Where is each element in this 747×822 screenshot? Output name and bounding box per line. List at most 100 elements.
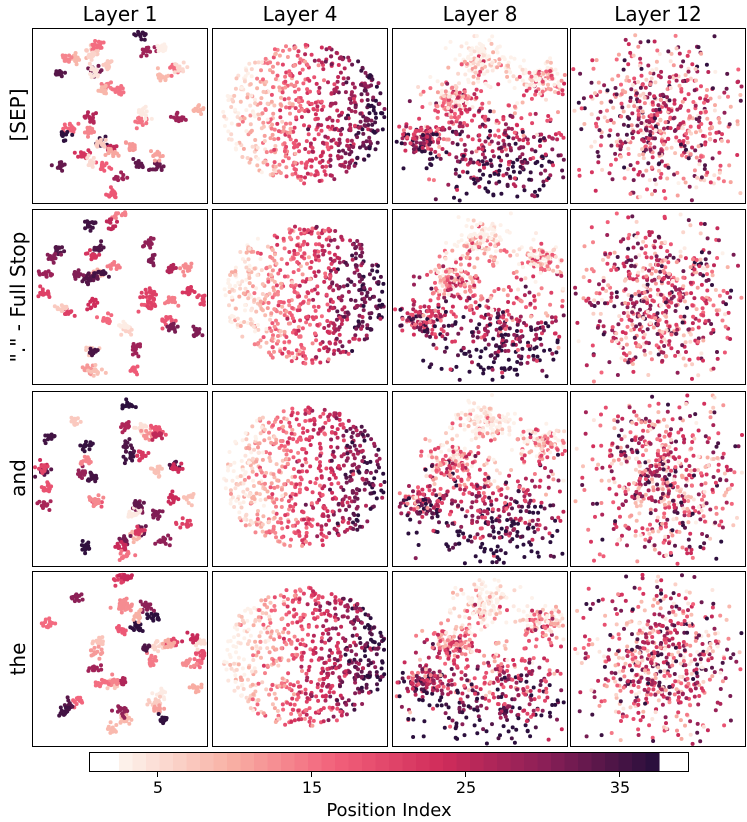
scatter-point — [681, 120, 686, 125]
scatter-point — [307, 78, 312, 83]
scatter-point — [276, 129, 281, 134]
scatter-point — [478, 49, 483, 54]
scatter-point — [664, 319, 669, 324]
scatter-point — [625, 167, 630, 172]
scatter-point — [629, 123, 634, 128]
scatter-point — [114, 144, 119, 149]
scatter-point — [191, 324, 196, 329]
scatter-point — [471, 81, 476, 86]
scatter-point — [356, 319, 361, 324]
scatter-point — [88, 72, 93, 76]
scatter-point — [469, 225, 474, 230]
scatter-point — [63, 70, 67, 75]
scatter-point — [536, 321, 541, 326]
scatter-point — [625, 255, 630, 260]
scatter-point — [333, 341, 338, 346]
scatter-point — [348, 126, 353, 130]
scatter-point — [626, 314, 631, 319]
scatter-point — [493, 233, 498, 238]
scatter-point — [625, 310, 630, 315]
scatter-point — [367, 311, 372, 316]
scatter-point — [647, 178, 652, 183]
scatter-point — [440, 147, 445, 151]
scatter-point — [662, 344, 667, 348]
scatter-point — [290, 172, 295, 177]
scatter-point — [265, 101, 270, 106]
scatter-point — [360, 261, 365, 266]
scatter-point — [123, 140, 128, 145]
scatter-point — [455, 244, 460, 249]
scatter-point — [268, 317, 273, 322]
scatter-point — [341, 76, 346, 81]
scatter-point — [508, 211, 513, 216]
scatter-point — [492, 257, 497, 262]
scatter-point — [623, 358, 627, 363]
scatter-point — [292, 46, 297, 51]
scatter-point — [738, 191, 743, 196]
scatter-point — [265, 117, 270, 122]
scatter-point — [556, 153, 561, 158]
scatter-point — [645, 282, 650, 287]
scatter-point — [453, 107, 458, 112]
scatter-point — [106, 311, 110, 316]
scatter-point — [629, 87, 634, 92]
scatter-point — [375, 306, 380, 311]
scatter-point — [479, 89, 484, 94]
scatter-point — [350, 81, 355, 86]
scatter-point — [688, 76, 693, 81]
scatter-point — [446, 292, 451, 297]
scatter-point — [339, 322, 344, 326]
scatter-point — [467, 304, 472, 309]
scatter-point — [335, 79, 340, 84]
scatter-point — [534, 332, 539, 337]
scatter-point — [61, 55, 66, 60]
scatter-point — [259, 268, 264, 273]
scatter-point — [125, 175, 130, 180]
scatter-point — [594, 124, 599, 129]
scatter-point — [471, 339, 476, 344]
scatter-point — [254, 309, 259, 314]
scatter-point — [107, 60, 112, 64]
scatter-point — [527, 252, 532, 257]
scatter-point — [613, 151, 618, 156]
scatter-point — [318, 360, 323, 365]
scatter-point — [512, 111, 517, 116]
scatter-point — [481, 71, 486, 76]
scatter-point — [669, 346, 674, 351]
scatter-point — [646, 161, 651, 166]
scatter-point — [434, 346, 439, 351]
scatter-point — [353, 123, 357, 128]
scatter-point — [287, 339, 292, 344]
scatter-point — [642, 101, 647, 106]
scatter-point — [256, 327, 261, 332]
scatter-point — [180, 67, 184, 72]
scatter-point — [230, 295, 234, 300]
scatter-point — [699, 154, 704, 159]
scatter-point — [650, 298, 655, 303]
scatter-point — [89, 75, 94, 80]
scatter-point — [412, 325, 417, 330]
scatter-point — [548, 302, 553, 307]
scatter-point — [497, 179, 502, 184]
scatter-point — [626, 301, 631, 306]
scatter-point — [468, 48, 473, 52]
scatter-point — [469, 52, 474, 57]
scatter-point — [302, 251, 307, 256]
scatter-point — [592, 139, 597, 144]
scatter-point — [323, 134, 328, 139]
scatter-point — [553, 90, 557, 94]
scatter-point — [514, 275, 519, 280]
scatter-point — [610, 77, 615, 82]
scatter-point — [596, 116, 601, 121]
scatter-point — [715, 312, 720, 317]
scatter-point — [259, 126, 264, 131]
scatter-point — [173, 318, 178, 323]
scatter-point — [271, 85, 275, 90]
scatter-point — [238, 99, 243, 104]
scatter-point — [88, 350, 92, 355]
scatter-point — [123, 325, 128, 330]
scatter-point — [273, 77, 278, 82]
scatter-point — [147, 241, 152, 245]
scatter-point — [639, 246, 644, 251]
scatter-point — [88, 119, 93, 124]
